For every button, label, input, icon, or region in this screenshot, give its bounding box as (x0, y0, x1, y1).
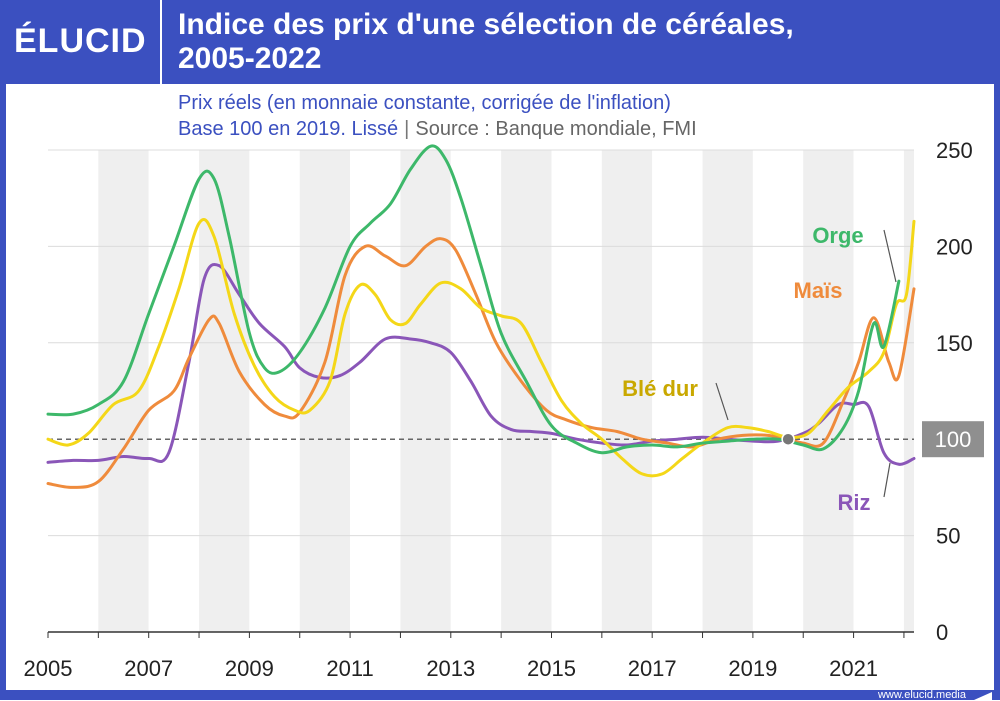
header-divider (160, 0, 162, 84)
year-band (903, 150, 914, 632)
year-band (98, 150, 149, 632)
base-point-marker (781, 432, 795, 446)
x-tick-label: 2021 (829, 656, 878, 681)
x-axis: 2005 2007 2009 2011 2013 2015 2017 2019 2021 (24, 631, 914, 681)
reference-badge (922, 421, 984, 458)
x-tick-label: 2019 (728, 656, 777, 681)
y-tick-label: 0 (936, 620, 948, 645)
year-band (652, 150, 703, 632)
footer-url: www.elucid.media (877, 689, 966, 701)
year-band (702, 150, 753, 632)
year-band (551, 150, 602, 632)
year-band (752, 150, 804, 632)
label-leader-line (715, 382, 729, 421)
year-band (199, 150, 250, 632)
subtitle-line1: Prix réels (en monnaie constante, corrig… (178, 92, 671, 114)
series-label: Orge (812, 223, 863, 248)
footer-bar (0, 690, 1000, 700)
annotations: Orge Maïs Blé dur Riz (622, 223, 897, 515)
year-band (249, 150, 300, 632)
x-tick-label: 2007 (124, 656, 173, 681)
year-band (350, 150, 401, 632)
x-tick-label: 2015 (527, 656, 576, 681)
series-line-mais (46, 237, 916, 489)
header-bar: ÉLUCID Indice des prix d'une sélection d… (0, 0, 1000, 84)
label-leader-line (883, 462, 891, 498)
subtitle-base: Base 100 en 2019. Lissé (178, 118, 399, 140)
year-band (501, 150, 552, 632)
y-tick-label: 50 (936, 524, 960, 549)
y-tick-label: 250 (936, 138, 973, 163)
series-label: Blé dur (622, 376, 698, 401)
year-band (400, 150, 451, 632)
year-band (601, 150, 653, 632)
x-tick-label: 2009 (225, 656, 274, 681)
chart-title-line1: Indice des prix d'une sélection de céréa… (178, 8, 794, 41)
series-line-ble-dur (46, 218, 916, 478)
left-frame (0, 84, 6, 700)
chart-title-line2: 2005-2022 (178, 42, 322, 75)
year-band (853, 150, 904, 632)
chart-title: Indice des prix d'une sélection de céréa… (178, 8, 988, 76)
chart-subtitle: Prix réels (en monnaie constante, corrig… (178, 90, 697, 142)
elucid-logo: ÉLUCID (14, 22, 147, 60)
y-tick-label: 150 (936, 331, 973, 356)
year-bands (48, 150, 914, 632)
year-band (48, 150, 99, 632)
y-axis: 0 50 150 200 250 (936, 138, 973, 645)
x-tick-label: 2013 (426, 656, 475, 681)
subtitle-source: Source : Banque mondiale, FMI (415, 118, 697, 140)
x-tick-label: 2005 (24, 656, 73, 681)
series-line-riz (46, 262, 916, 466)
label-leader-line (883, 229, 897, 283)
y-tick-label: 200 (936, 234, 973, 259)
series-label: Riz (838, 490, 871, 515)
series-label: Maïs (794, 278, 843, 303)
footer-arrow-icon (974, 692, 992, 700)
reference-label: 100 (935, 427, 972, 452)
x-tick-label: 2017 (628, 656, 677, 681)
subtitle-separator: | (404, 118, 410, 140)
subtitle-line2: Base 100 en 2019. Lissé | Source : Banque … (178, 116, 697, 142)
right-frame (994, 84, 1000, 700)
x-tick-label: 2011 (326, 656, 373, 681)
